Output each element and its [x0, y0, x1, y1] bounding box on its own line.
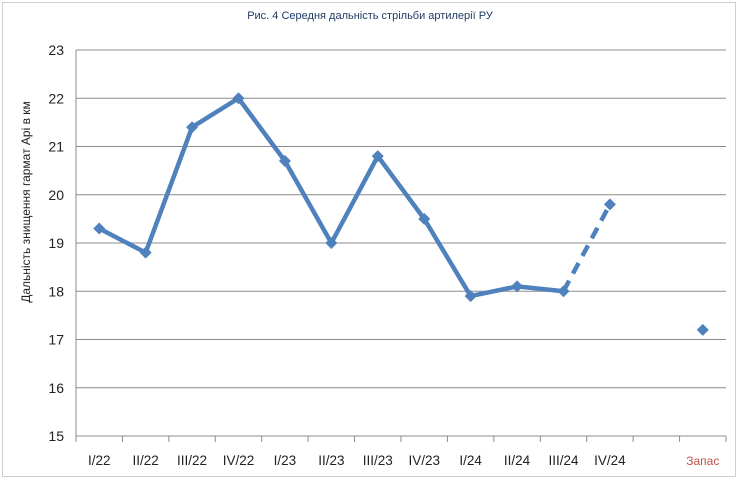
data-point — [603, 198, 616, 211]
x-tick-label: III/24 — [548, 453, 579, 468]
x-tick-labels: I/22 II/22 III/22 IV/22 I/23 II/23 III/23 IV/23… — [88, 453, 719, 468]
data-point — [557, 285, 570, 298]
data-point — [464, 290, 477, 303]
y-tick-label: 19 — [48, 235, 64, 251]
data-point — [93, 222, 106, 235]
x-tick-label: II/23 — [318, 453, 344, 468]
series-line-dashed — [561, 203, 612, 293]
y-tick-label: 16 — [48, 380, 64, 396]
data-point — [325, 237, 338, 249]
x-tick-label: I/22 — [88, 453, 111, 468]
x-tick-label: IV/23 — [408, 453, 440, 468]
y-tick-label: 23 — [48, 42, 64, 58]
series-line — [96, 96, 612, 299]
y-tick-label: 21 — [48, 139, 64, 155]
x-tick-label: II/24 — [504, 453, 531, 468]
x-tick-label: IV/22 — [223, 453, 255, 468]
x-tick-label: I/24 — [459, 453, 482, 468]
x-tick-label: III/23 — [363, 453, 393, 468]
x-tick-label: III/22 — [177, 453, 207, 468]
data-point-reserve — [696, 323, 709, 336]
series-line-solid — [96, 96, 566, 299]
data-point — [418, 212, 431, 225]
data-point — [278, 154, 291, 167]
gridlines — [76, 49, 726, 389]
y-tick-label: 15 — [48, 428, 64, 444]
x-tick-label: II/22 — [133, 453, 159, 468]
y-tick-label: 20 — [48, 187, 64, 203]
x-tick-label: I/23 — [274, 453, 297, 468]
y-tick-labels: 15 16 17 18 19 20 21 22 23 — [48, 42, 64, 444]
y-tick-label: 22 — [48, 90, 64, 106]
chart-title: Рис. 4 Середня дальність стрільби артиле… — [247, 10, 493, 22]
series-markers — [93, 92, 709, 336]
data-point — [371, 150, 384, 163]
x-tick-label: IV/24 — [594, 453, 626, 468]
y-tick-label: 18 — [48, 283, 64, 299]
y-tick-label: 17 — [48, 332, 64, 348]
data-point — [186, 121, 199, 134]
data-point — [232, 92, 245, 105]
data-point — [139, 246, 152, 259]
x-tick-label: Запас — [686, 454, 719, 468]
data-point — [511, 280, 524, 293]
axes — [75, 50, 727, 442]
